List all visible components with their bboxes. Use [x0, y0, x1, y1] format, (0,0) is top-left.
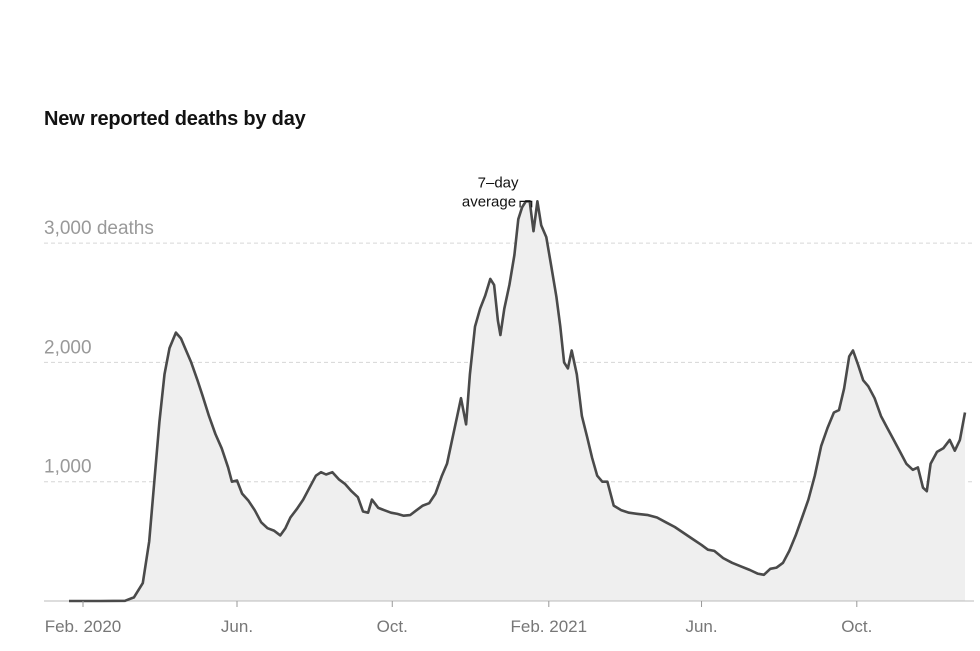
area-fill	[69, 201, 965, 602]
x-axis-ticks: Feb. 2020 Jun. Oct. Feb. 2021 Jun. Oct.	[45, 601, 872, 636]
x-tick-label: Oct.	[377, 617, 408, 636]
y-axis-ticks: 1,000 2,000 3,000 deaths	[44, 218, 154, 478]
x-tick-label: Jun.	[685, 617, 717, 636]
annotation-7-day-average: 7–day average	[462, 174, 533, 210]
y-tick-label-2000: 2,000	[44, 337, 92, 358]
x-tick-label: Jun.	[221, 617, 253, 636]
annotation-line-1: 7–day	[478, 174, 519, 191]
chart-title: New reported deaths by day	[44, 108, 306, 130]
annotation-line-2: average	[462, 193, 516, 210]
y-tick-label-3000: 3,000 deaths	[44, 218, 154, 239]
y-tick-label-1000: 1,000	[44, 457, 92, 478]
annotation-bracket	[519, 200, 533, 208]
series-line-7-day-average	[69, 200, 967, 603]
x-tick-label: Feb. 2020	[45, 617, 122, 636]
x-tick-label: Oct.	[841, 617, 872, 636]
x-tick-label: Feb. 2021	[511, 617, 588, 636]
